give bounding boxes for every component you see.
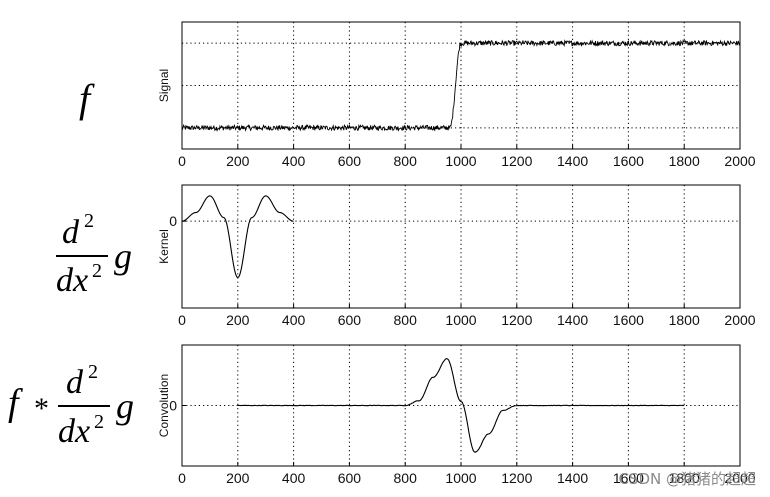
formula-conv-num-d: d xyxy=(66,364,84,401)
formula-conv-den-dx: dx xyxy=(58,413,90,450)
formula-kernel-g: g xyxy=(114,236,132,276)
y-tick-label: 0 xyxy=(169,398,177,414)
x-tick-label: 1800 xyxy=(669,312,700,328)
x-tick-label: 0 xyxy=(178,470,186,486)
x-tick-label: 800 xyxy=(394,470,418,486)
x-tick-label: 1400 xyxy=(557,470,588,486)
x-tick-label: 0 xyxy=(178,312,186,328)
x-tick-label: 2000 xyxy=(724,312,755,328)
signal-plot: 0 200 400 600 800 1000 1200 1400 1600 1800 2000 Sig… xyxy=(157,21,756,169)
formula-convolution: f * d 2 dx 2 g xyxy=(8,361,134,450)
x-tick-label: 200 xyxy=(226,312,250,328)
x-tick-label: 1400 xyxy=(557,153,588,169)
formula-conv-den-exp: 2 xyxy=(94,411,104,433)
kernel-plot: 0 200 400 600 800 1000 1200 1400 1600 1800 20000Ke… xyxy=(157,184,756,328)
formula-kernel: d 2 dx 2 g xyxy=(56,210,132,299)
x-tick-label: 400 xyxy=(282,153,306,169)
x-tick-label: 600 xyxy=(338,153,362,169)
x-tick-label: 1600 xyxy=(613,153,644,169)
convolution-plot: 0 200 400 600 800 1000 1200 1400 1600 1800 20000Co… xyxy=(157,344,756,486)
formula-conv-g: g xyxy=(116,386,134,426)
x-tick-label: 1000 xyxy=(445,470,476,486)
x-tick-label: 1600 xyxy=(613,312,644,328)
plot-frame xyxy=(181,184,741,309)
x-tick-label: 1200 xyxy=(501,153,532,169)
x-tick-label: 400 xyxy=(282,470,306,486)
x-tick-label: 1000 xyxy=(445,312,476,328)
formula-conv-num-exp: 2 xyxy=(88,361,98,383)
formula-conv-f: f xyxy=(8,382,23,424)
x-tick-label: 0 xyxy=(178,153,186,169)
x-tick-label: 600 xyxy=(338,470,362,486)
x-tick-label: 200 xyxy=(226,470,250,486)
x-tick-label: 800 xyxy=(394,312,418,328)
x-tick-label: 800 xyxy=(394,153,418,169)
formula-kernel-num-d: d xyxy=(62,214,80,251)
y-axis-label: Kernel xyxy=(157,229,171,264)
watermark: CSDN @猪猪的超超 xyxy=(618,470,756,488)
x-tick-label: 1800 xyxy=(669,153,700,169)
y-tick-label: 0 xyxy=(169,213,177,229)
formula-kernel-den-dx: dx xyxy=(56,262,88,299)
series-line xyxy=(181,195,294,279)
formula-conv-star: * xyxy=(34,392,49,425)
x-tick-label: 1600 xyxy=(613,470,644,486)
series-line xyxy=(181,39,741,133)
series-line xyxy=(237,358,685,453)
x-tick-label: 1800 xyxy=(669,470,700,486)
x-tick-label: 400 xyxy=(282,312,306,328)
formula-kernel-num-exp: 2 xyxy=(84,210,94,232)
formula-f: f xyxy=(79,76,95,121)
x-tick-label: 1200 xyxy=(501,312,532,328)
x-tick-label: 600 xyxy=(338,312,362,328)
x-tick-label: 2000 xyxy=(724,153,755,169)
x-tick-label: 2000 xyxy=(724,470,755,486)
y-axis-label: Signal xyxy=(157,69,171,102)
formula-kernel-den-exp: 2 xyxy=(92,260,102,282)
y-axis-label: Convolution xyxy=(157,374,171,437)
x-tick-label: 1200 xyxy=(501,470,532,486)
formula-signal: f xyxy=(79,76,95,121)
x-tick-label: 1400 xyxy=(557,312,588,328)
x-tick-label: 1000 xyxy=(445,153,476,169)
x-tick-label: 200 xyxy=(226,153,250,169)
